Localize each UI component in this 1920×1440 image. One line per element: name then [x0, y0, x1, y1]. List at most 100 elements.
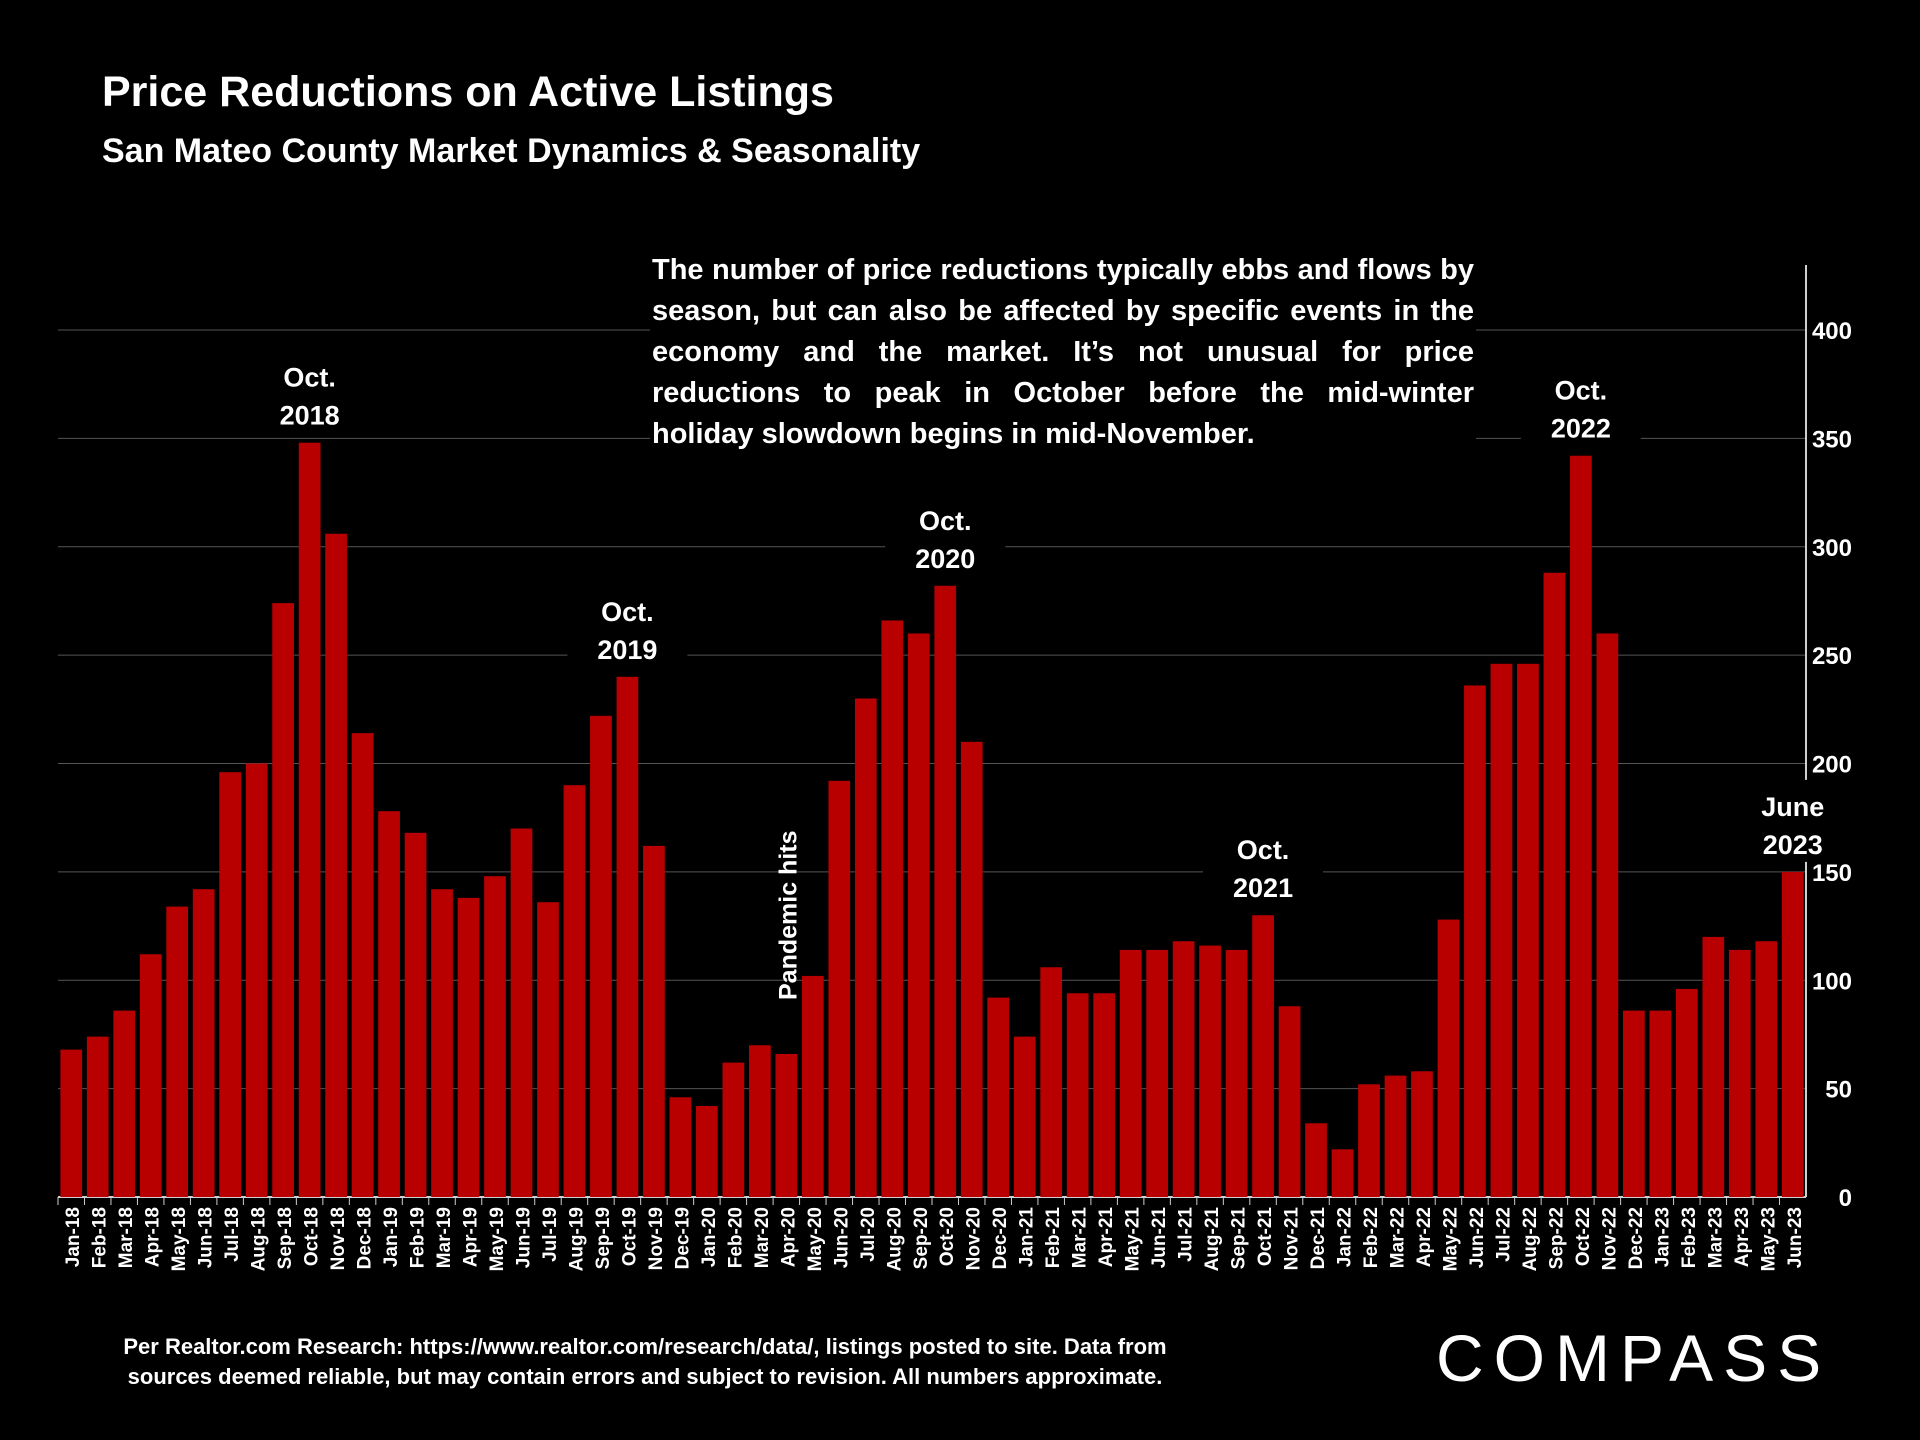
x-tick-label: Apr-22	[1414, 1207, 1435, 1267]
bar-jun-19	[510, 828, 533, 1197]
annotation-bg	[249, 350, 370, 433]
bar-nov-21	[1278, 1006, 1301, 1197]
annotation-bg	[1732, 779, 1853, 862]
bar-jul-18	[219, 772, 242, 1197]
x-tick-label: Mar-22	[1387, 1207, 1408, 1268]
bar-jan-20	[696, 1105, 718, 1197]
annotation-label: 2023	[1763, 830, 1823, 860]
bar-jun-22	[1464, 685, 1486, 1197]
bar-mar-19	[431, 889, 453, 1197]
bar-oct-22	[1570, 455, 1592, 1198]
y-tick-label: 0	[1839, 1185, 1852, 1212]
annotation-label: 2019	[597, 635, 657, 665]
x-tick-label: Jun-19	[513, 1207, 534, 1268]
bar-aug-20	[881, 620, 904, 1197]
x-tick-label: Aug-21	[1202, 1207, 1223, 1272]
x-tick-label: Jan-19	[381, 1207, 402, 1267]
bar-jul-22	[1490, 663, 1513, 1197]
bar-nov-19	[643, 845, 665, 1197]
x-tick-label: Sep-21	[1229, 1207, 1250, 1270]
x-tick-label: May-18	[169, 1207, 190, 1271]
x-tick-label: Sep-18	[275, 1207, 296, 1269]
bar-jan-19	[378, 811, 400, 1197]
bar-dec-22	[1622, 1010, 1645, 1197]
annotation-label: 2018	[280, 401, 340, 431]
bar-may-19	[484, 876, 506, 1197]
bar-nov-18	[325, 533, 347, 1197]
annotation-label: Oct.	[1555, 376, 1608, 406]
annotation-label: 2020	[915, 544, 975, 574]
annotation-label: Oct.	[1237, 835, 1290, 865]
bar-oct-18	[298, 442, 321, 1198]
x-tick-label: Dec-19	[672, 1207, 693, 1269]
x-tick-label: Jan-18	[63, 1207, 84, 1267]
x-tick-label: Aug-19	[566, 1207, 587, 1271]
bar-aug-18	[245, 763, 268, 1197]
x-tick-label: Apr-20	[778, 1207, 799, 1267]
x-tick-label: Oct-20	[937, 1207, 958, 1266]
bar-mar-21	[1066, 993, 1089, 1197]
x-tick-label: Oct-18	[302, 1207, 323, 1266]
bar-mar-22	[1384, 1075, 1407, 1197]
bar-jan-22	[1331, 1149, 1354, 1197]
y-tick-labels: 0 50 100 150 200 250 300 350 400	[1812, 318, 1852, 1212]
x-tick-label: Dec-18	[355, 1207, 376, 1269]
bar-sep-20	[907, 633, 930, 1197]
bar-may-20	[801, 975, 824, 1197]
y-tick-label: 400	[1812, 318, 1852, 345]
x-tick-label: Nov-18	[328, 1207, 349, 1270]
bar-sep-21	[1225, 949, 1248, 1197]
x-tick-label: May-20	[805, 1207, 826, 1271]
bar-apr-18	[139, 954, 162, 1197]
bar-may-23	[1755, 941, 1778, 1197]
x-tick-label: Jun-22	[1467, 1207, 1488, 1268]
bar-jun-20	[828, 780, 851, 1197]
x-tick-label: Feb-23	[1679, 1207, 1700, 1268]
annotation-label: 2022	[1551, 414, 1611, 444]
bar-apr-20	[775, 1053, 798, 1197]
x-tick-label: Jun-20	[831, 1207, 852, 1268]
x-tick-label: Sep-20	[911, 1207, 932, 1269]
x-tick-label: Sep-22	[1546, 1207, 1567, 1269]
x-tick-label: May-23	[1758, 1207, 1779, 1271]
annotation-bg	[1520, 363, 1641, 446]
y-tick-label: 350	[1812, 426, 1852, 453]
x-tick-label: Feb-22	[1361, 1207, 1382, 1268]
annotation-label: Oct.	[283, 363, 336, 393]
x-tick-label: Aug-18	[249, 1207, 270, 1271]
compass-logo: COMPASS	[1436, 1321, 1832, 1395]
bar-feb-20	[722, 1062, 745, 1197]
y-tick-label: 200	[1812, 752, 1852, 779]
bar-mar-20	[748, 1045, 771, 1197]
x-tick-label: Apr-19	[461, 1207, 482, 1267]
bar-feb-21	[1040, 967, 1063, 1197]
y-tick-label: 100	[1812, 968, 1852, 995]
x-tick-label: Dec-21	[1308, 1207, 1329, 1270]
bar-dec-21	[1305, 1123, 1327, 1197]
x-tick-label: Mar-21	[1070, 1207, 1091, 1269]
x-tick-label: Dec-20	[990, 1207, 1011, 1269]
chart-subtitle: San Mateo County Market Dynamics & Seaso…	[102, 132, 921, 170]
bar-may-18	[166, 906, 189, 1197]
x-tick-label: Feb-19	[408, 1207, 429, 1268]
bar-jul-19	[537, 902, 559, 1197]
x-tick-label: Jun-21	[1149, 1207, 1170, 1269]
x-tick-label: Jul-20	[858, 1207, 879, 1262]
bar-feb-23	[1675, 988, 1698, 1197]
x-tick-label: Mar-20	[752, 1207, 773, 1268]
x-tick-label: Jun-18	[196, 1207, 217, 1268]
bar-jun-21	[1146, 949, 1168, 1197]
x-tick-label: Nov-20	[964, 1207, 985, 1270]
bar-apr-19	[457, 897, 480, 1197]
x-tick-label: May-21	[1123, 1207, 1144, 1272]
x-tick-label: Aug-22	[1520, 1207, 1541, 1271]
x-tick-label: Jan-23	[1652, 1207, 1673, 1267]
x-tick-label: Oct-21	[1255, 1207, 1276, 1267]
bar-jun-18	[192, 889, 215, 1197]
bar-nov-22	[1596, 633, 1619, 1197]
y-tick-label: 300	[1812, 535, 1852, 562]
bar-dec-19	[669, 1097, 692, 1197]
annotation-label: Oct.	[601, 597, 654, 627]
bar-feb-18	[86, 1036, 109, 1197]
x-tick-label: Jan-22	[1335, 1207, 1356, 1267]
